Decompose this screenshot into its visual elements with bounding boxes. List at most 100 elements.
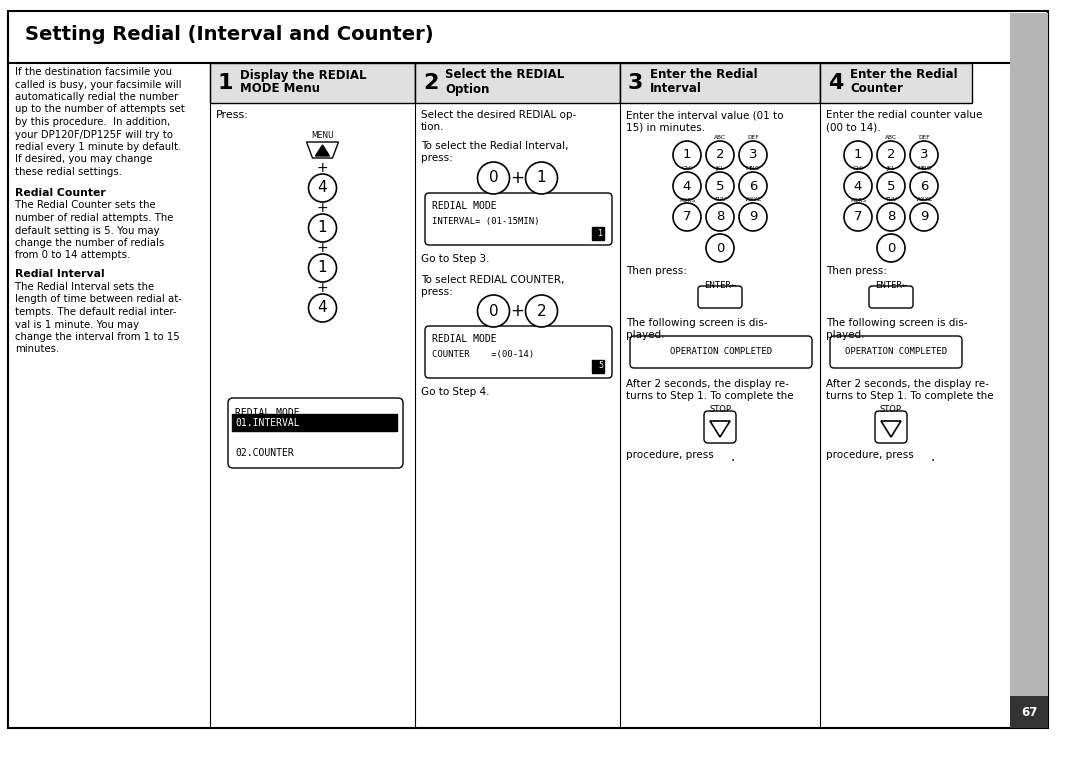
Bar bbox=[1010, 696, 1048, 728]
Circle shape bbox=[739, 203, 767, 231]
Text: 6: 6 bbox=[920, 179, 928, 192]
Text: 2: 2 bbox=[887, 149, 895, 162]
Text: 3: 3 bbox=[627, 73, 644, 93]
Text: +: + bbox=[316, 201, 328, 215]
Text: 4: 4 bbox=[683, 179, 691, 192]
Text: 5: 5 bbox=[598, 362, 603, 371]
Text: STOP: STOP bbox=[708, 405, 731, 414]
Text: .: . bbox=[931, 450, 935, 464]
Text: Then press:: Then press: bbox=[626, 266, 687, 276]
Text: 1: 1 bbox=[537, 170, 546, 185]
Circle shape bbox=[706, 234, 734, 262]
Circle shape bbox=[309, 294, 337, 322]
Bar bbox=[1010, 13, 1048, 728]
Text: from 0 to 14 attempts.: from 0 to 14 attempts. bbox=[15, 250, 131, 260]
Text: 0: 0 bbox=[887, 242, 895, 255]
Circle shape bbox=[673, 141, 701, 169]
Text: 6: 6 bbox=[748, 179, 757, 192]
Text: STOP: STOP bbox=[880, 405, 902, 414]
Text: Select the REDIAL: Select the REDIAL bbox=[445, 69, 564, 82]
Text: 1: 1 bbox=[318, 221, 327, 236]
Bar bbox=[620, 63, 820, 103]
Circle shape bbox=[843, 172, 872, 200]
Text: DEF: DEF bbox=[918, 135, 930, 140]
Text: WXYZ: WXYZ bbox=[916, 197, 933, 202]
Text: Setting Redial (Interval and Counter): Setting Redial (Interval and Counter) bbox=[25, 25, 434, 44]
Text: To select REDIAL COUNTER,: To select REDIAL COUNTER, bbox=[421, 275, 565, 285]
Text: COUNTER    =(00-14): COUNTER =(00-14) bbox=[432, 350, 535, 359]
Text: val is 1 minute. You may: val is 1 minute. You may bbox=[15, 320, 139, 330]
Text: default setting is 5. You may: default setting is 5. You may bbox=[15, 226, 160, 236]
Text: After 2 seconds, the display re-: After 2 seconds, the display re- bbox=[626, 379, 788, 389]
Text: 5: 5 bbox=[716, 179, 725, 192]
Text: 0: 0 bbox=[488, 170, 498, 185]
Text: WXYZ: WXYZ bbox=[744, 197, 761, 202]
Circle shape bbox=[877, 172, 905, 200]
Circle shape bbox=[309, 174, 337, 202]
Text: 4: 4 bbox=[318, 181, 327, 195]
Circle shape bbox=[706, 172, 734, 200]
Text: OPERATION COMPLETED: OPERATION COMPLETED bbox=[845, 347, 947, 356]
Text: The Redial Counter sets the: The Redial Counter sets the bbox=[15, 201, 156, 211]
Text: 15) in minutes.: 15) in minutes. bbox=[626, 122, 705, 132]
Text: by this procedure.  In addition,: by this procedure. In addition, bbox=[15, 117, 171, 127]
Circle shape bbox=[477, 295, 510, 327]
Text: 2: 2 bbox=[423, 73, 438, 93]
Text: 8: 8 bbox=[887, 211, 895, 224]
Text: 4: 4 bbox=[854, 179, 862, 192]
Text: PQRS: PQRS bbox=[850, 197, 866, 202]
Circle shape bbox=[673, 172, 701, 200]
Bar bbox=[232, 414, 397, 431]
Circle shape bbox=[910, 203, 939, 231]
Text: Interval: Interval bbox=[650, 82, 702, 95]
Text: procedure, press: procedure, press bbox=[626, 450, 714, 460]
Text: If desired, you may change: If desired, you may change bbox=[15, 154, 152, 165]
Bar bbox=[820, 63, 972, 103]
Polygon shape bbox=[710, 421, 730, 437]
Text: MNO: MNO bbox=[746, 166, 760, 171]
Text: TUV: TUV bbox=[886, 197, 896, 202]
Text: +: + bbox=[316, 161, 328, 175]
Bar bbox=[8, 11, 1048, 63]
Bar bbox=[592, 360, 604, 373]
FancyBboxPatch shape bbox=[698, 286, 742, 308]
Text: Enter the interval value (01 to: Enter the interval value (01 to bbox=[626, 110, 783, 120]
FancyBboxPatch shape bbox=[869, 286, 913, 308]
Text: 1: 1 bbox=[318, 260, 327, 275]
Text: change the interval from 1 to 15: change the interval from 1 to 15 bbox=[15, 332, 179, 342]
Text: Then press:: Then press: bbox=[826, 266, 887, 276]
Circle shape bbox=[877, 203, 905, 231]
Text: 5: 5 bbox=[887, 179, 895, 192]
FancyBboxPatch shape bbox=[704, 411, 735, 443]
Text: minutes.: minutes. bbox=[15, 345, 59, 355]
Text: Enter the Redial: Enter the Redial bbox=[650, 69, 758, 82]
Text: REDIAL MODE: REDIAL MODE bbox=[235, 408, 299, 418]
Text: Redial Interval: Redial Interval bbox=[15, 269, 105, 279]
Text: DEF: DEF bbox=[747, 135, 759, 140]
FancyBboxPatch shape bbox=[630, 336, 812, 368]
Text: these redial settings.: these redial settings. bbox=[15, 167, 122, 177]
Text: 2: 2 bbox=[716, 149, 725, 162]
Text: MENU: MENU bbox=[311, 131, 334, 140]
Text: up to the number of attempts set: up to the number of attempts set bbox=[15, 105, 185, 114]
Circle shape bbox=[673, 203, 701, 231]
Text: The following screen is dis-: The following screen is dis- bbox=[826, 318, 968, 328]
Text: automatically redial the number: automatically redial the number bbox=[15, 92, 178, 102]
Text: press:: press: bbox=[421, 153, 453, 163]
Text: played.: played. bbox=[626, 330, 664, 340]
Text: JKL: JKL bbox=[716, 166, 725, 171]
Text: JKL: JKL bbox=[887, 166, 895, 171]
Text: Option: Option bbox=[445, 82, 489, 95]
Circle shape bbox=[843, 141, 872, 169]
Text: 3: 3 bbox=[748, 149, 757, 162]
Text: ABC: ABC bbox=[714, 135, 726, 140]
Text: 02.COUNTER: 02.COUNTER bbox=[235, 448, 294, 458]
Text: 9: 9 bbox=[748, 211, 757, 224]
Bar bbox=[415, 63, 620, 103]
Text: REDIAL MODE: REDIAL MODE bbox=[432, 201, 497, 211]
Text: Enter the redial counter value: Enter the redial counter value bbox=[826, 110, 983, 120]
Circle shape bbox=[526, 162, 557, 194]
Text: The Redial Interval sets the: The Redial Interval sets the bbox=[15, 282, 154, 292]
Text: change the number of redials: change the number of redials bbox=[15, 238, 164, 248]
Text: 1: 1 bbox=[598, 228, 603, 237]
